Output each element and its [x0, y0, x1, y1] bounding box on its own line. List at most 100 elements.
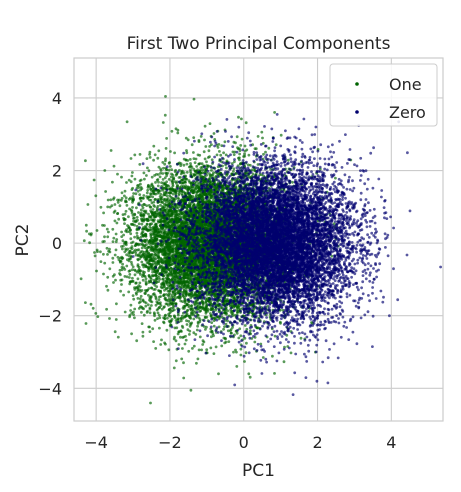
- data-point: [146, 303, 150, 307]
- data-point: [289, 351, 293, 355]
- data-point: [200, 348, 204, 352]
- data-point: [159, 295, 163, 298]
- data-point: [133, 307, 137, 311]
- data-point: [90, 232, 93, 236]
- data-point: [135, 234, 139, 238]
- data-point: [253, 340, 257, 344]
- data-point: [106, 288, 110, 292]
- data-point: [177, 193, 181, 197]
- data-point: [248, 375, 252, 379]
- data-point: [127, 178, 131, 182]
- data-point: [123, 268, 127, 271]
- data-point: [135, 215, 139, 219]
- data-point: [210, 335, 213, 339]
- data-point: [160, 307, 164, 311]
- data-point: [165, 328, 169, 332]
- data-point: [232, 153, 236, 157]
- data-point: [136, 189, 140, 193]
- data-point: [184, 338, 188, 342]
- data-point: [91, 306, 95, 310]
- data-point: [217, 372, 220, 376]
- data-point: [147, 212, 150, 216]
- data-point: [121, 247, 124, 251]
- data-point: [139, 182, 142, 186]
- data-point: [205, 348, 209, 352]
- data-point: [133, 153, 137, 157]
- data-point: [130, 260, 133, 264]
- data-point: [239, 334, 243, 338]
- data-point: [146, 188, 150, 192]
- data-point: [149, 401, 152, 405]
- data-point: [117, 258, 121, 262]
- data-point: [106, 235, 110, 239]
- data-point: [156, 307, 160, 311]
- data-point: [118, 268, 122, 272]
- data-point: [118, 204, 122, 208]
- data-point: [140, 322, 144, 325]
- data-point: [165, 137, 169, 140]
- data-point: [111, 256, 115, 260]
- data-point: [209, 346, 213, 350]
- data-point: [140, 246, 144, 250]
- data-point: [145, 243, 148, 247]
- data-point: [204, 328, 207, 331]
- data-point: [117, 198, 121, 202]
- data-point: [169, 314, 173, 318]
- data-point: [169, 150, 172, 153]
- data-point: [214, 345, 218, 349]
- data-point: [115, 302, 118, 306]
- data-point: [245, 341, 248, 345]
- data-point: [84, 322, 88, 325]
- data-point: [135, 231, 139, 235]
- data-point: [131, 206, 134, 209]
- data-point: [235, 135, 239, 139]
- data-point: [111, 261, 115, 264]
- data-point: [163, 341, 167, 345]
- data-point: [114, 232, 118, 236]
- data-point: [154, 347, 158, 350]
- data-point: [120, 191, 124, 195]
- data-point: [128, 269, 132, 272]
- data-point: [205, 160, 208, 164]
- data-point: [147, 169, 151, 173]
- data-point: [169, 165, 172, 168]
- data-point: [243, 144, 247, 148]
- data-point: [217, 325, 221, 329]
- data-point: [160, 338, 163, 342]
- data-point: [203, 138, 206, 142]
- data-point: [199, 135, 203, 138]
- data-point: [212, 352, 216, 355]
- data-point: [237, 336, 241, 340]
- data-point: [103, 261, 107, 265]
- data-point: [138, 297, 142, 301]
- data-point: [130, 245, 134, 248]
- data-point: [207, 149, 211, 153]
- data-point: [135, 206, 138, 210]
- data-point: [94, 194, 98, 198]
- data-point: [142, 313, 146, 317]
- data-point: [210, 321, 214, 324]
- data-point: [267, 146, 271, 150]
- data-point: [105, 246, 109, 250]
- data-point: [247, 153, 251, 157]
- data-point: [129, 180, 133, 184]
- data-point: [133, 273, 137, 277]
- data-point: [84, 223, 88, 227]
- data-point: [112, 236, 116, 240]
- data-point: [192, 344, 196, 348]
- data-point: [84, 159, 87, 163]
- data-point: [113, 203, 117, 206]
- data-point: [112, 164, 116, 168]
- data-point: [159, 343, 163, 346]
- scatter-points: [79, 95, 442, 405]
- data-point: [189, 388, 193, 392]
- data-point: [142, 194, 146, 197]
- data-point: [95, 229, 99, 232]
- data-point: [122, 293, 125, 297]
- data-point: [139, 178, 143, 182]
- data-point: [271, 354, 274, 358]
- data-point: [125, 181, 128, 184]
- data-point: [237, 115, 240, 119]
- data-point: [143, 246, 147, 250]
- data-point: [239, 144, 243, 147]
